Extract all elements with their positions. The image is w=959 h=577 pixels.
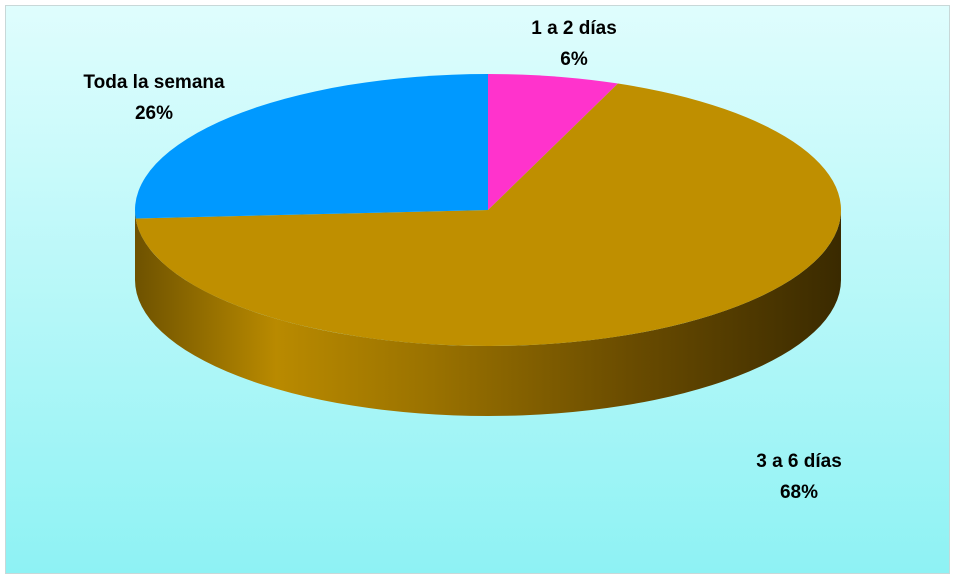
pie-slice-1 (135, 83, 842, 347)
pie-side-wall (135, 210, 841, 416)
pie-chart: 1 a 2 días 6% 3 a 6 días 68% Toda la sem… (83, 18, 842, 503)
chart-area: 1 a 2 días 6% 3 a 6 días 68% Toda la sem… (5, 5, 950, 574)
slice-label-percent-2: 26% (135, 103, 173, 124)
slice-label-name-0: 1 a 2 días (531, 18, 617, 39)
pie-slice-0 (488, 74, 618, 210)
slice-label-percent-0: 6% (560, 49, 588, 70)
pie-top (135, 74, 842, 347)
pie-side (135, 210, 841, 416)
pie-labels: 1 a 2 días 6% 3 a 6 días 68% Toda la sem… (83, 18, 841, 503)
slice-label-name-1: 3 a 6 días (756, 451, 842, 472)
slice-label-name-2: Toda la semana (83, 72, 225, 93)
slice-label-percent-1: 68% (780, 482, 818, 503)
pie-slice-2 (135, 74, 488, 219)
